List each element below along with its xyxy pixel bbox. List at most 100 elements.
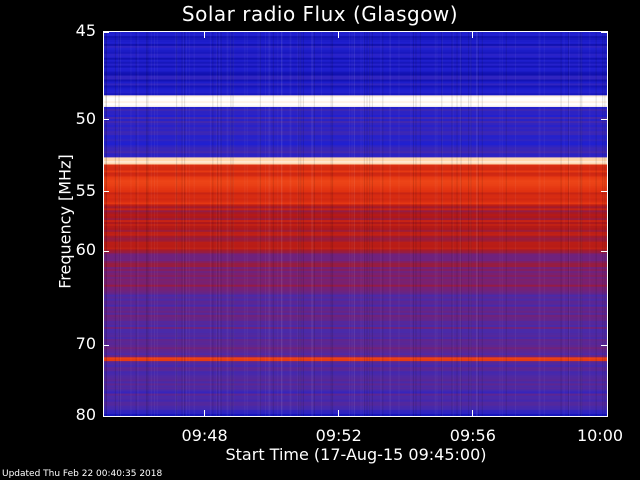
spectrogram-band: [104, 214, 607, 217]
spectrogram-band: [104, 216, 607, 219]
y-tick-label: 60: [75, 240, 96, 260]
texture-stripe: [415, 32, 417, 416]
spectrogram-band: [104, 249, 607, 253]
chart-title: Solar radio Flux (Glasgow): [181, 2, 459, 26]
spectrogram-band: [104, 180, 607, 184]
spectrogram-band: [104, 137, 607, 140]
spectrogram-band: [104, 45, 607, 49]
texture-stripe: [567, 32, 569, 416]
spectrogram-band: [104, 265, 607, 268]
y-tick-label: 80: [75, 405, 96, 424]
spectrogram-band: [104, 314, 607, 318]
spectrogram-band: [104, 147, 607, 150]
y-tick-label: 70: [75, 334, 96, 354]
spectrogram-band: [104, 35, 607, 39]
spectrogram-band: [104, 166, 607, 170]
texture-stripe: [321, 32, 323, 416]
texture-stripe: [312, 32, 314, 416]
spectrogram-band: [104, 57, 607, 61]
spectrogram-band: [104, 160, 607, 164]
texture-stripe: [259, 32, 261, 416]
spectrogram-band: [104, 77, 607, 81]
texture-stripe: [389, 32, 391, 416]
texture-stripe: [176, 32, 178, 416]
spectrogram-band: [104, 220, 607, 223]
spectrogram-band: [104, 389, 607, 393]
spectrogram-band: [104, 63, 607, 67]
y-tick-mark: [103, 191, 109, 193]
texture-stripe: [369, 32, 371, 416]
texture-stripe: [219, 32, 221, 416]
texture-stripe: [311, 32, 313, 416]
spectrogram-band: [104, 112, 607, 116]
texture-stripe: [470, 32, 472, 416]
spectrogram-band: [104, 271, 607, 274]
texture-stripe: [442, 32, 444, 416]
texture-stripe: [277, 32, 279, 416]
spectrogram-band: [104, 83, 607, 87]
texture-stripe: [560, 32, 562, 416]
texture-stripe: [332, 32, 334, 416]
spectrogram-band: [104, 267, 607, 270]
spectrogram-band: [104, 178, 607, 182]
texture-stripe: [212, 32, 214, 416]
texture-stripe: [182, 32, 184, 416]
spectrogram-band: [104, 296, 607, 300]
spectrogram-band: [104, 49, 607, 53]
texture-stripe: [477, 32, 479, 416]
spectrogram-band: [104, 241, 607, 245]
texture-stripe: [257, 32, 259, 416]
x-tick-mark: [606, 32, 608, 38]
x-tick-mark: [472, 410, 474, 416]
spectrogram-band: [104, 196, 607, 200]
y-tick-label: 55: [75, 180, 96, 200]
texture-stripe: [311, 32, 313, 416]
spectrogram-band: [104, 351, 607, 354]
texture-stripe: [371, 32, 373, 416]
spectrogram-band: [104, 237, 607, 241]
texture-stripe: [499, 32, 501, 416]
texture-stripe: [349, 32, 351, 416]
texture-stripe: [147, 32, 149, 416]
x-tick-mark: [204, 32, 206, 38]
x-tick-mark: [472, 32, 474, 38]
texture-stripe: [146, 32, 148, 416]
spectrogram-band: [104, 308, 607, 312]
spectrogram-band: [104, 395, 607, 399]
texture-stripe: [543, 32, 545, 416]
spectrogram-band: [104, 385, 607, 389]
texture-stripe: [579, 32, 581, 416]
spectrogram-band: [104, 135, 607, 138]
spectrogram-band: [104, 243, 607, 247]
x-tick-mark: [338, 410, 340, 416]
spectrogram-band: [104, 206, 607, 209]
spectrogram-band: [104, 251, 607, 254]
spectrogram-band: [104, 39, 607, 43]
spectrogram-band: [104, 129, 607, 132]
spectrogram-band: [104, 190, 607, 194]
spectrogram-band: [104, 349, 607, 352]
texture-stripe: [410, 32, 412, 416]
texture-stripe: [176, 32, 178, 416]
spectrogram-band: [104, 318, 607, 322]
y-tick-mark: [103, 415, 109, 417]
spectrogram-band: [104, 286, 607, 290]
spectrogram-band: [104, 347, 607, 350]
spectrogram-band: [104, 361, 607, 364]
spectrogram-band: [104, 233, 607, 237]
spectrogram-band: [104, 139, 607, 142]
spectrogram-band: [104, 106, 607, 110]
spectrogram-band: [104, 65, 607, 69]
spectrogram-band: [104, 259, 607, 262]
spectrogram-band: [104, 186, 607, 190]
y-tick-mark: [601, 191, 607, 193]
spectrogram-band: [104, 108, 607, 112]
spectrogram-band: [104, 298, 607, 302]
spectrogram-band: [104, 155, 607, 158]
texture-stripe: [290, 32, 292, 416]
spectrogram-band: [104, 357, 607, 360]
texture-stripe: [299, 32, 301, 416]
spectrogram-band: [104, 381, 607, 385]
spectrogram-band: [104, 353, 607, 356]
texture-stripe: [230, 32, 232, 416]
